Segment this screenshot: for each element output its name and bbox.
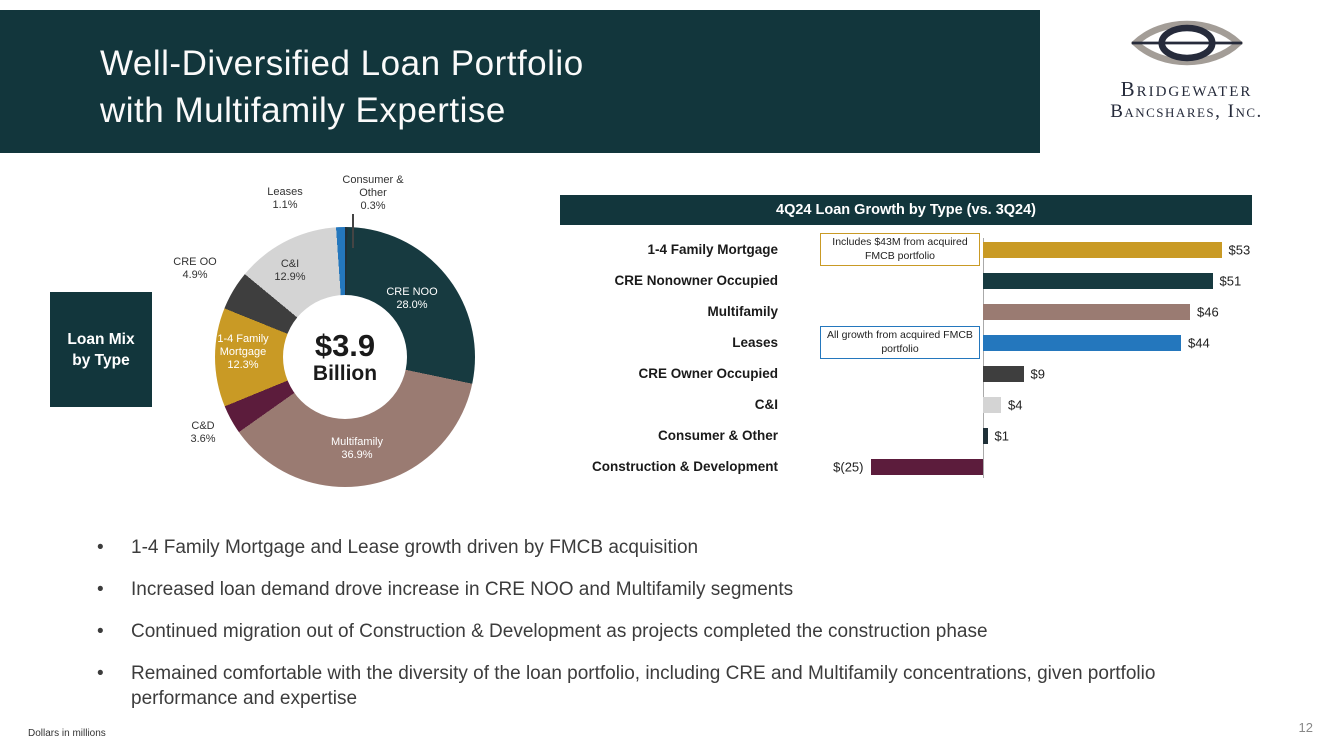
bar-value: $51 bbox=[1219, 273, 1242, 288]
bar-plot: $9 bbox=[792, 358, 1252, 389]
bar-annotation: Includes $43M from acquired FMCB portfol… bbox=[820, 233, 980, 266]
bullet-item: Continued migration out of Construction … bbox=[95, 619, 1235, 644]
bar-value: $9 bbox=[1030, 366, 1045, 381]
bar-category-label: Leases bbox=[732, 335, 778, 350]
bar-row: Leases All growth from acquired FMCB por… bbox=[560, 326, 1252, 359]
bar-value: $4 bbox=[1008, 397, 1023, 412]
bar bbox=[983, 272, 1213, 289]
bar-plot: $46 bbox=[792, 296, 1252, 327]
bar-category-label: Multifamily bbox=[707, 304, 778, 319]
bar bbox=[870, 458, 983, 475]
consumer-other-leader-line bbox=[352, 214, 354, 248]
bar-row: CRE Nonowner Occupied $51 bbox=[560, 265, 1252, 296]
bar-row: CRE Owner Occupied $9 bbox=[560, 358, 1252, 389]
loan-mix-label-line2: by Type bbox=[72, 351, 130, 369]
donut-label-ci: C&I 12.9% bbox=[274, 258, 306, 283]
bar-value: $1 bbox=[994, 428, 1009, 443]
donut-center: $3.9 Billion bbox=[283, 295, 407, 419]
logo-company-suffix: Bancshares, Inc. bbox=[1110, 101, 1263, 122]
bar-category-label: C&I bbox=[754, 397, 778, 412]
donut-label-1-4-family: 1-4 Family Mortgage 12.3% bbox=[217, 333, 269, 371]
donut-label-leases: Leases 1.1% bbox=[267, 186, 303, 211]
loan-mix-donut-chart: $3.9 Billion CRE NOO 28.0% Multifamily 3… bbox=[160, 170, 500, 505]
baseline-axis bbox=[983, 238, 984, 478]
bar-chart-plot-area: 1-4 Family Mortgage Includes $43M from a… bbox=[560, 233, 1252, 482]
bullet-item: Increased loan demand drove increase in … bbox=[95, 577, 1235, 602]
bullet-item: Remained comfortable with the diversity … bbox=[95, 661, 1235, 711]
bar-row: C&I $4 bbox=[560, 389, 1252, 420]
bar bbox=[983, 334, 1181, 351]
bar-category-label: Construction & Development bbox=[591, 459, 778, 474]
donut-label-cd: C&D 3.6% bbox=[190, 420, 216, 445]
bar-row: Consumer & Other $1 bbox=[560, 420, 1252, 451]
bar-chart-title: 4Q24 Loan Growth by Type (vs. 3Q24) bbox=[560, 195, 1252, 225]
bar-plot: $51 bbox=[792, 265, 1252, 296]
bar-category-label: CRE Nonowner Occupied bbox=[614, 273, 778, 288]
bar-plot: All growth from acquired FMCB portfolio … bbox=[792, 326, 1252, 359]
donut-center-unit: Billion bbox=[312, 361, 378, 385]
bar-value: $53 bbox=[1228, 242, 1251, 257]
loan-mix-label-line1: Loan Mix bbox=[67, 330, 135, 348]
loan-growth-bar-chart: 4Q24 Loan Growth by Type (vs. 3Q24) 1-4 … bbox=[560, 195, 1252, 482]
footnote: Dollars in millions bbox=[28, 728, 106, 739]
page-title: Well-Diversified Loan Portfolio with Mul… bbox=[100, 40, 584, 134]
bar-annotation: All growth from acquired FMCB portfolio bbox=[820, 326, 980, 359]
bar-value: $46 bbox=[1197, 304, 1219, 319]
bar-category-label: Consumer & Other bbox=[657, 428, 778, 443]
bar bbox=[983, 365, 1024, 382]
bar bbox=[983, 241, 1222, 258]
donut-label-cre-noo: CRE NOO 28.0% bbox=[386, 286, 438, 311]
logo-company-name: Bridgewater bbox=[1120, 77, 1253, 101]
bullet-list: 1-4 Family Mortgage and Lease growth dri… bbox=[95, 535, 1235, 728]
page-title-line2: with Multifamily Expertise bbox=[100, 91, 506, 130]
bar-row: Multifamily $46 bbox=[560, 296, 1252, 327]
bullet-item: 1-4 Family Mortgage and Lease growth dri… bbox=[95, 535, 1235, 560]
bar-value: $44 bbox=[1188, 335, 1210, 350]
bar bbox=[983, 427, 988, 444]
bar-plot: $4 bbox=[792, 389, 1252, 420]
loan-mix-label-box: Loan Mix by Type bbox=[50, 292, 152, 407]
bar-plot: Includes $43M from acquired FMCB portfol… bbox=[792, 233, 1252, 266]
donut-label-consumer-other: Consumer & Other 0.3% bbox=[342, 174, 404, 212]
donut-center-value: $3.9 bbox=[314, 327, 376, 363]
bar-plot: $(25) bbox=[792, 451, 1252, 482]
bar-value: $(25) bbox=[833, 459, 864, 474]
bar bbox=[983, 396, 1001, 413]
bar-category-label: CRE Owner Occupied bbox=[638, 366, 778, 381]
bridgewater-logo-icon bbox=[1126, 14, 1248, 77]
page-number: 12 bbox=[1298, 720, 1313, 735]
donut-label-multifamily: Multifamily 36.9% bbox=[331, 436, 383, 461]
bar-row: 1-4 Family Mortgage Includes $43M from a… bbox=[560, 233, 1252, 266]
bar-row: Construction & Development $(25) bbox=[560, 451, 1252, 482]
page-title-line1: Well-Diversified Loan Portfolio bbox=[100, 44, 584, 83]
bar-category-label: 1-4 Family Mortgage bbox=[647, 242, 778, 257]
bar bbox=[983, 303, 1190, 320]
donut-label-cre-oo: CRE OO 4.9% bbox=[173, 256, 217, 281]
bar-plot: $1 bbox=[792, 420, 1252, 451]
company-logo: Bridgewater Bancshares, Inc. bbox=[1040, 0, 1333, 153]
